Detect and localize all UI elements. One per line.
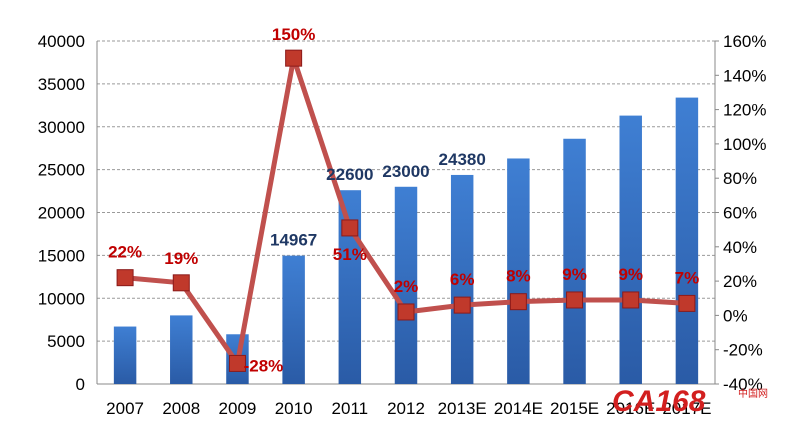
bar — [619, 115, 642, 384]
x-tick-label: 2010 — [275, 399, 313, 418]
bar-data-label: 23000 — [382, 162, 429, 181]
growth-data-label: 9% — [618, 265, 643, 284]
growth-marker — [228, 354, 246, 372]
bar — [113, 326, 137, 384]
y-left-tick-label: 0 — [76, 375, 85, 394]
growth-data-label: 8% — [506, 267, 531, 286]
y-left-tick-label: 20000 — [38, 204, 85, 223]
growth-marker — [622, 291, 640, 309]
bar — [675, 97, 699, 384]
y-right-tick-label: 80% — [723, 169, 757, 188]
y-left-tick-label: 25000 — [38, 161, 85, 180]
bar — [338, 190, 362, 384]
x-tick-label: 2013E — [438, 399, 487, 418]
x-tick-label: 2014E — [494, 399, 543, 418]
watermark: CA168 中国网 — [612, 385, 768, 418]
growth-marker — [285, 49, 303, 67]
y-right-tick-label: 120% — [723, 101, 766, 120]
y-right-tick-label: 100% — [723, 135, 766, 154]
x-tick-label: 2008 — [162, 399, 200, 418]
watermark-sub: 中国网 — [738, 387, 768, 400]
growth-data-label: 22% — [108, 243, 142, 262]
growth-marker — [678, 294, 696, 312]
growth-line-layer — [116, 49, 696, 372]
watermark-logo: CA168 — [612, 385, 706, 418]
y-left-tick-label: 10000 — [38, 289, 85, 308]
growth-data-label: 9% — [562, 265, 587, 284]
labels-layer: 0 5000 10000 15000 20000 25000 30000 35000 40000… — [38, 25, 767, 418]
y-right-tick-label: 0% — [723, 306, 748, 325]
growth-data-label: 6% — [450, 270, 475, 289]
growth-marker — [172, 274, 190, 292]
growth-data-label: 150% — [272, 25, 315, 44]
growth-marker — [116, 269, 134, 287]
y-left-tick-label: 15000 — [38, 246, 85, 265]
y-right-tick-label: 160% — [723, 32, 766, 51]
y-left-tick-label: 35000 — [38, 75, 85, 94]
bar — [450, 174, 474, 384]
growth-data-label: 51% — [333, 245, 367, 264]
x-tick-label: 2016E — [606, 399, 655, 418]
growth-marker — [509, 293, 527, 311]
growth-data-label: -28% — [244, 356, 284, 375]
y-left-tick-label: 30000 — [38, 118, 85, 137]
y-right-tick-label: 20% — [723, 272, 757, 291]
x-tick-label: 2011 — [332, 399, 369, 418]
growth-marker — [397, 303, 415, 321]
growth-data-label: 2% — [394, 277, 419, 296]
bar — [170, 315, 193, 384]
bar — [394, 186, 418, 384]
bar — [507, 158, 530, 384]
growth-marker — [453, 296, 471, 314]
y-right-tick-label: 40% — [723, 238, 757, 257]
y-right-tick-label: -40% — [723, 375, 763, 394]
y-right-tick-label: -20% — [723, 341, 763, 360]
bar-data-label: 24380 — [439, 150, 486, 169]
x-tick-label: 2012 — [387, 399, 425, 418]
x-tick-label: 2015E — [550, 399, 599, 418]
bar — [282, 255, 305, 384]
y-right-tick-label: 60% — [723, 204, 757, 223]
growth-marker — [341, 219, 359, 237]
bar — [563, 138, 586, 384]
x-tick-label: 2017E — [662, 399, 711, 418]
bar-data-label: 22600 — [326, 165, 373, 184]
bars-layer — [113, 97, 699, 384]
x-tick-label: 2007 — [106, 399, 144, 418]
x-tick-label: 2009 — [219, 399, 257, 418]
growth-marker — [566, 291, 584, 309]
y-left-tick-label: 40000 — [38, 32, 85, 51]
growth-data-label: 7% — [675, 268, 700, 287]
bar-data-label: 14967 — [270, 231, 317, 250]
y-right-tick-label: 140% — [723, 66, 766, 85]
growth-data-label: 19% — [164, 249, 198, 268]
y-left-tick-label: 5000 — [47, 332, 85, 351]
